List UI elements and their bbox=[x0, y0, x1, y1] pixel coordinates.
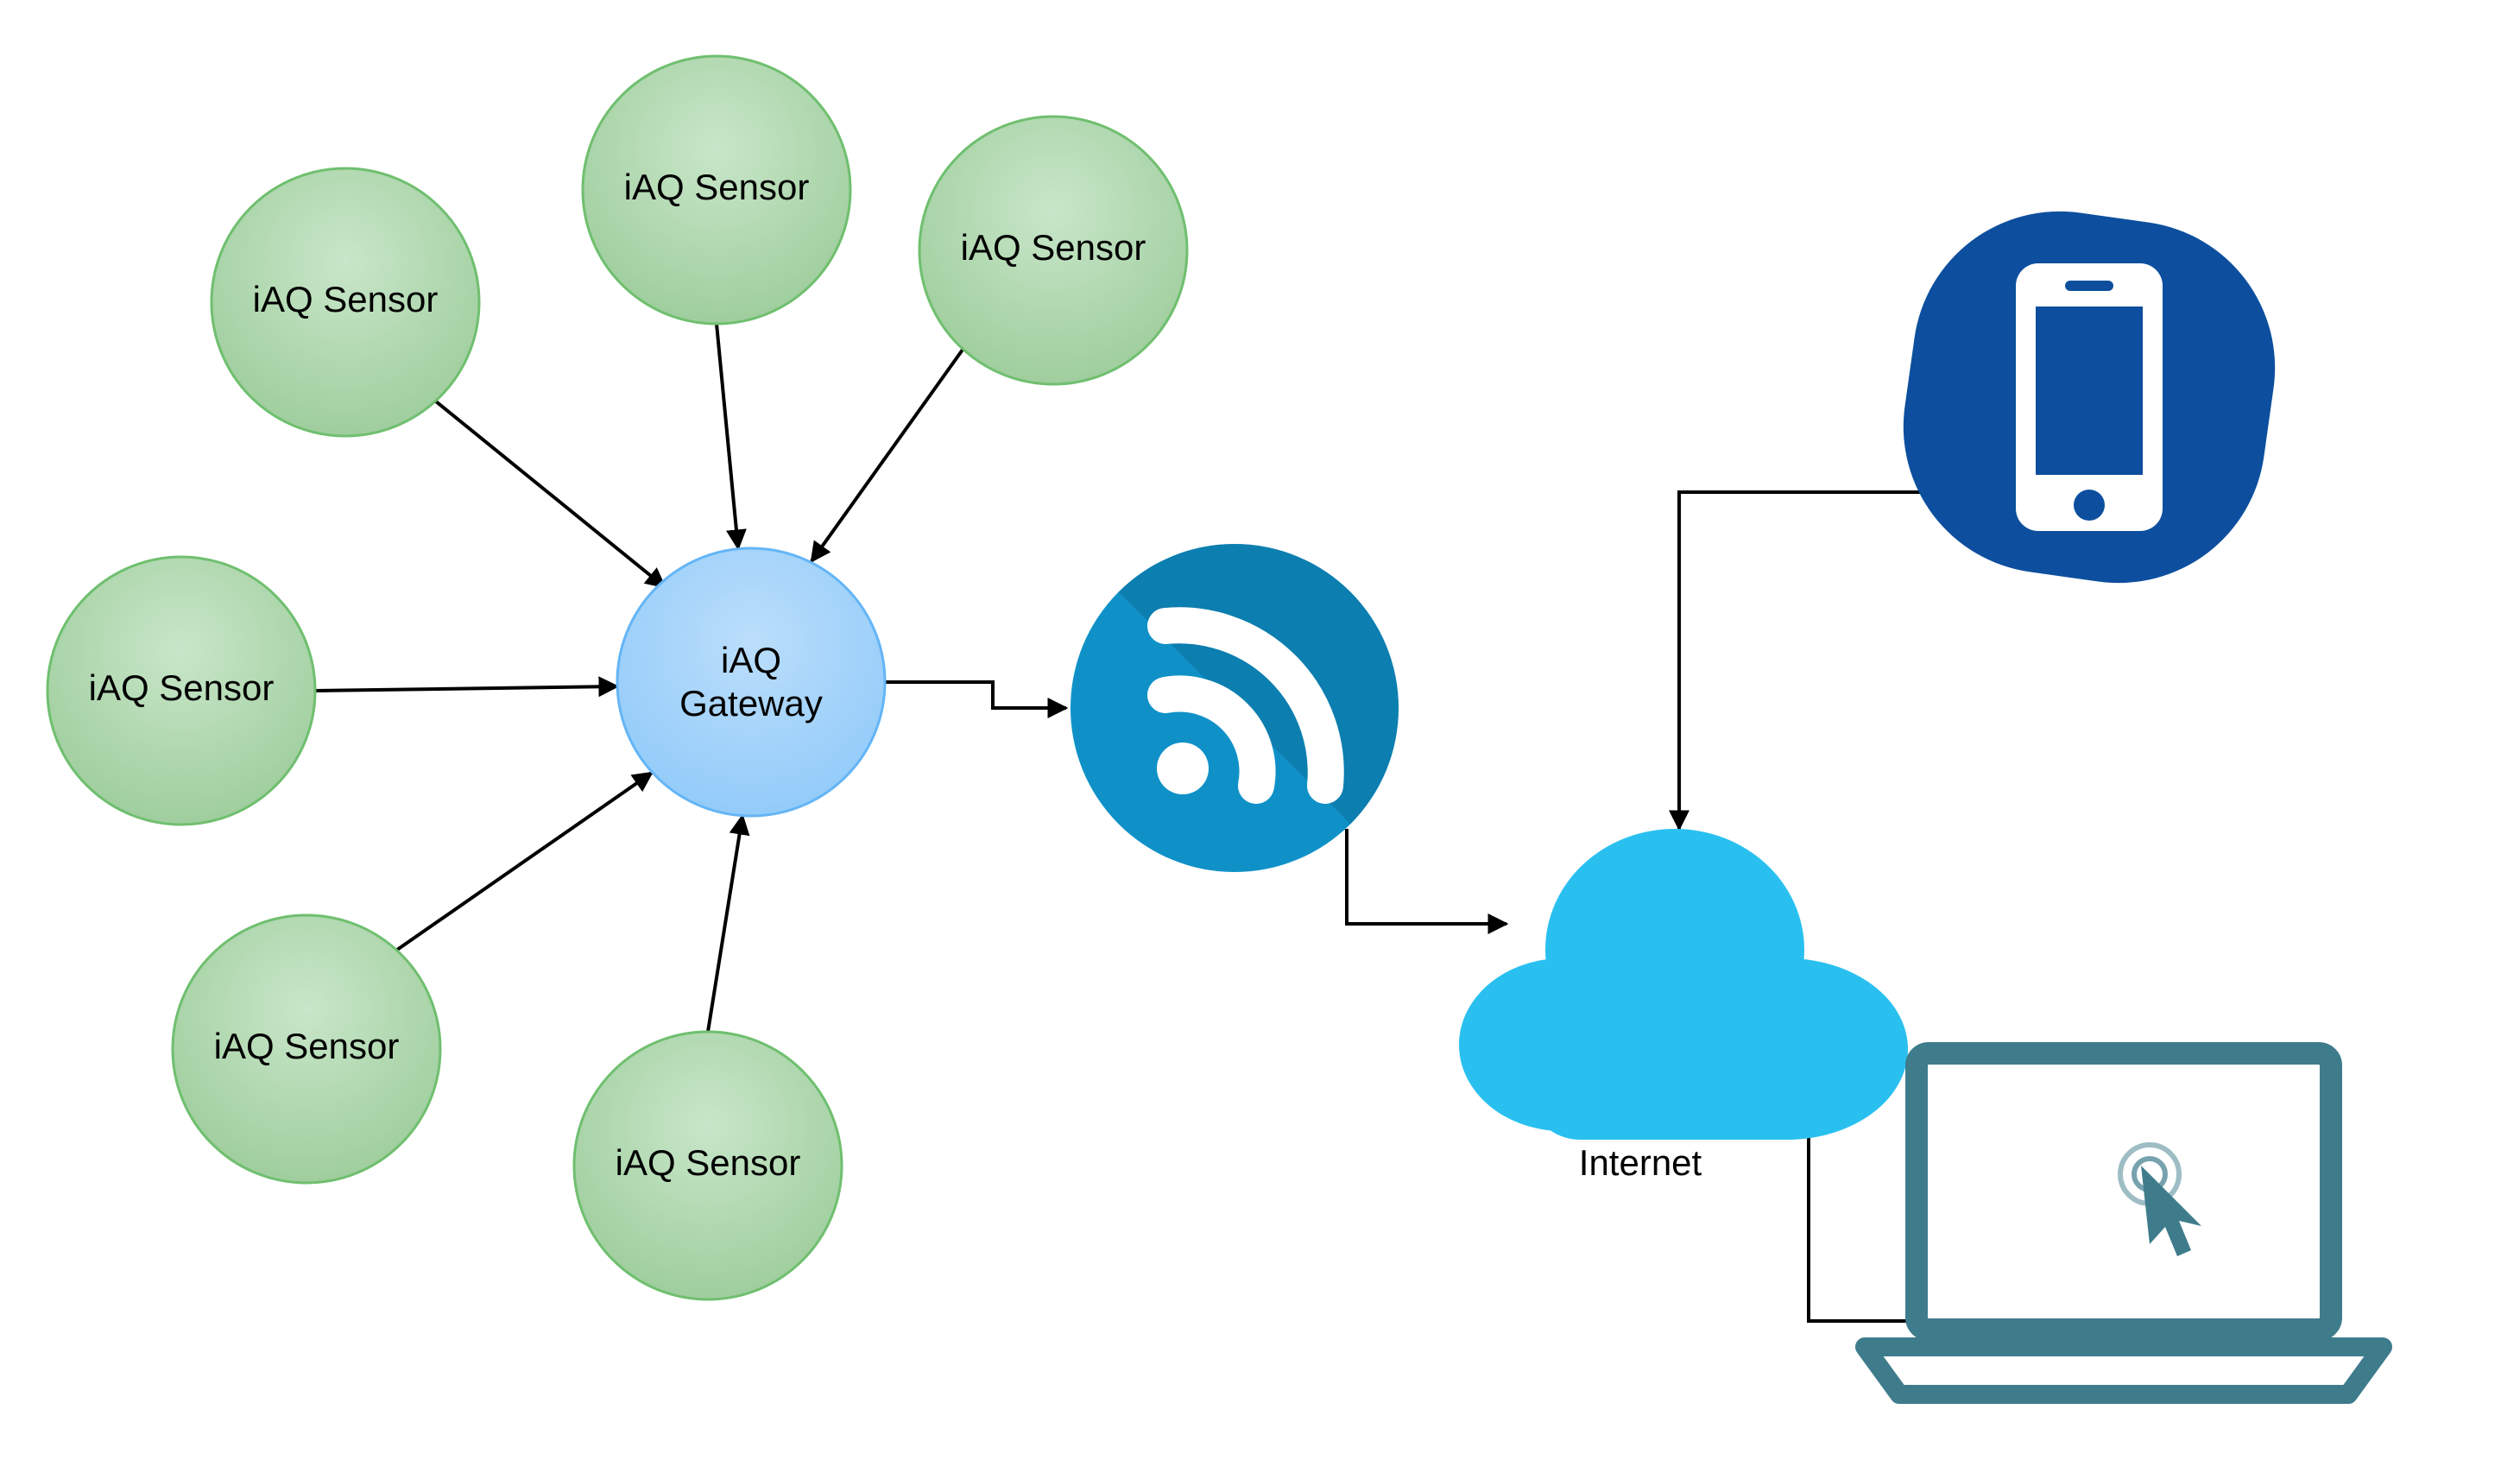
edge-0 bbox=[436, 401, 665, 587]
edge-7 bbox=[1347, 829, 1506, 924]
cloud-icon: Internet bbox=[1459, 829, 1908, 1183]
gateway-label-1: iAQ bbox=[721, 640, 781, 680]
gateway-node: iAQGateway bbox=[617, 548, 885, 816]
sensor-node-0: iAQ Sensor bbox=[212, 168, 479, 436]
gateway-label-2: Gateway bbox=[679, 683, 823, 724]
sensor-label: iAQ Sensor bbox=[624, 167, 810, 207]
sensor-label: iAQ Sensor bbox=[253, 279, 439, 319]
edge-3 bbox=[315, 686, 617, 691]
sensor-node-1: iAQ Sensor bbox=[583, 56, 850, 324]
phone-icon bbox=[1885, 193, 2294, 602]
wifi-icon bbox=[1071, 476, 1467, 872]
laptop-icon bbox=[1865, 1053, 2383, 1394]
sensor-node-5: iAQ Sensor bbox=[574, 1032, 842, 1299]
sensor-node-4: iAQ Sensor bbox=[173, 915, 440, 1183]
edge-2 bbox=[812, 350, 963, 561]
cloud-label: Internet bbox=[1579, 1142, 1702, 1183]
edge-8 bbox=[1679, 492, 1947, 829]
edge-6 bbox=[885, 682, 1066, 708]
edge-1 bbox=[717, 324, 738, 548]
edge-4 bbox=[397, 773, 652, 950]
sensor-node-3: iAQ Sensor bbox=[47, 557, 315, 825]
edge-5 bbox=[708, 816, 742, 1032]
sensor-node-2: iAQ Sensor bbox=[919, 117, 1187, 384]
sensor-label: iAQ Sensor bbox=[616, 1142, 801, 1183]
sensor-label: iAQ Sensor bbox=[214, 1026, 400, 1066]
sensor-label: iAQ Sensor bbox=[89, 667, 275, 708]
sensor-label: iAQ Sensor bbox=[961, 227, 1146, 268]
